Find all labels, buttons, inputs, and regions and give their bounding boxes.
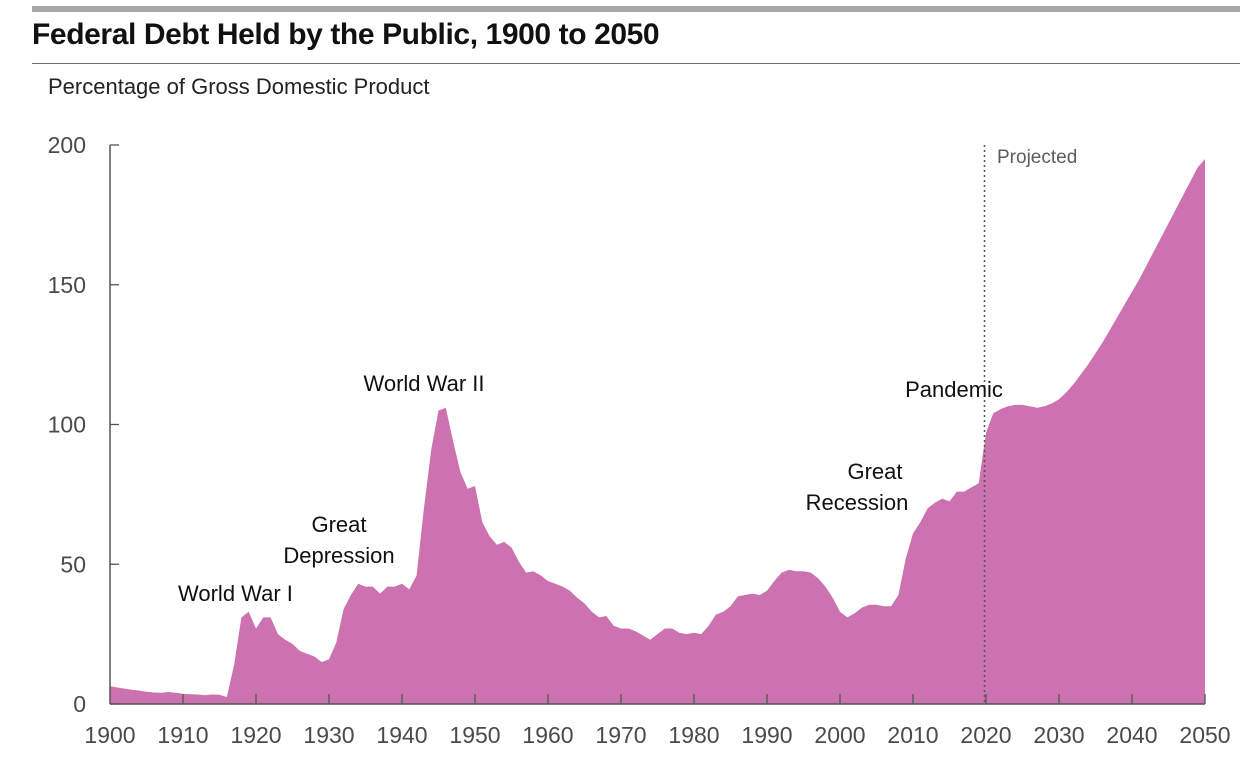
- annotation-world-war-1: World War I: [178, 581, 293, 606]
- chart-subtitle: Percentage of Gross Domestic Product: [48, 74, 430, 99]
- annotation-great-depression-line2: Depression: [283, 543, 394, 568]
- x-tick-label: 1950: [449, 722, 500, 748]
- x-tick-label: 2030: [1033, 722, 1084, 748]
- y-tick-label: 100: [48, 412, 86, 438]
- x-tick-label: 1990: [741, 722, 792, 748]
- x-tick-label: 2020: [960, 722, 1011, 748]
- y-tick-label: 0: [73, 691, 86, 717]
- x-tick-label: 2000: [814, 722, 865, 748]
- x-tick-label: 1960: [522, 722, 573, 748]
- y-tick-label: 200: [48, 132, 86, 158]
- x-tick-label: 2050: [1179, 722, 1230, 748]
- chart-title: Federal Debt Held by the Public, 1900 to…: [32, 18, 660, 51]
- y-tick-label: 50: [60, 551, 86, 577]
- x-tick-label: 1930: [303, 722, 354, 748]
- title-divider: [32, 63, 1240, 64]
- y-tick-label: 150: [48, 272, 86, 298]
- x-tick-label: 1980: [668, 722, 719, 748]
- annotation-great-depression-line1: Great: [311, 512, 366, 537]
- annotation-great-recession-line2: Recession: [806, 490, 909, 515]
- x-tick-label: 1910: [157, 722, 208, 748]
- annotation-layer: World War I Great Depression World War I…: [178, 147, 1077, 606]
- x-tick-label: 2040: [1106, 722, 1157, 748]
- area-layer: [110, 159, 1205, 704]
- x-tick-label: 1940: [376, 722, 427, 748]
- annotation-pandemic: Pandemic: [905, 377, 1003, 402]
- debt-area-series: [110, 159, 1205, 704]
- x-tick-label: 2010: [887, 722, 938, 748]
- x-tick-label: 1970: [595, 722, 646, 748]
- x-tick-label: 1900: [84, 722, 135, 748]
- tick-layer: 0 50 100 150 200 1900 1910 1920 1930 1940 1950 1960…: [48, 132, 1231, 748]
- annotation-great-recession-line1: Great: [847, 459, 902, 484]
- top-accent-bar: [32, 6, 1240, 12]
- x-tick-label: 1920: [230, 722, 281, 748]
- annotation-world-war-2: World War II: [363, 371, 484, 396]
- annotation-projected: Projected: [997, 147, 1077, 168]
